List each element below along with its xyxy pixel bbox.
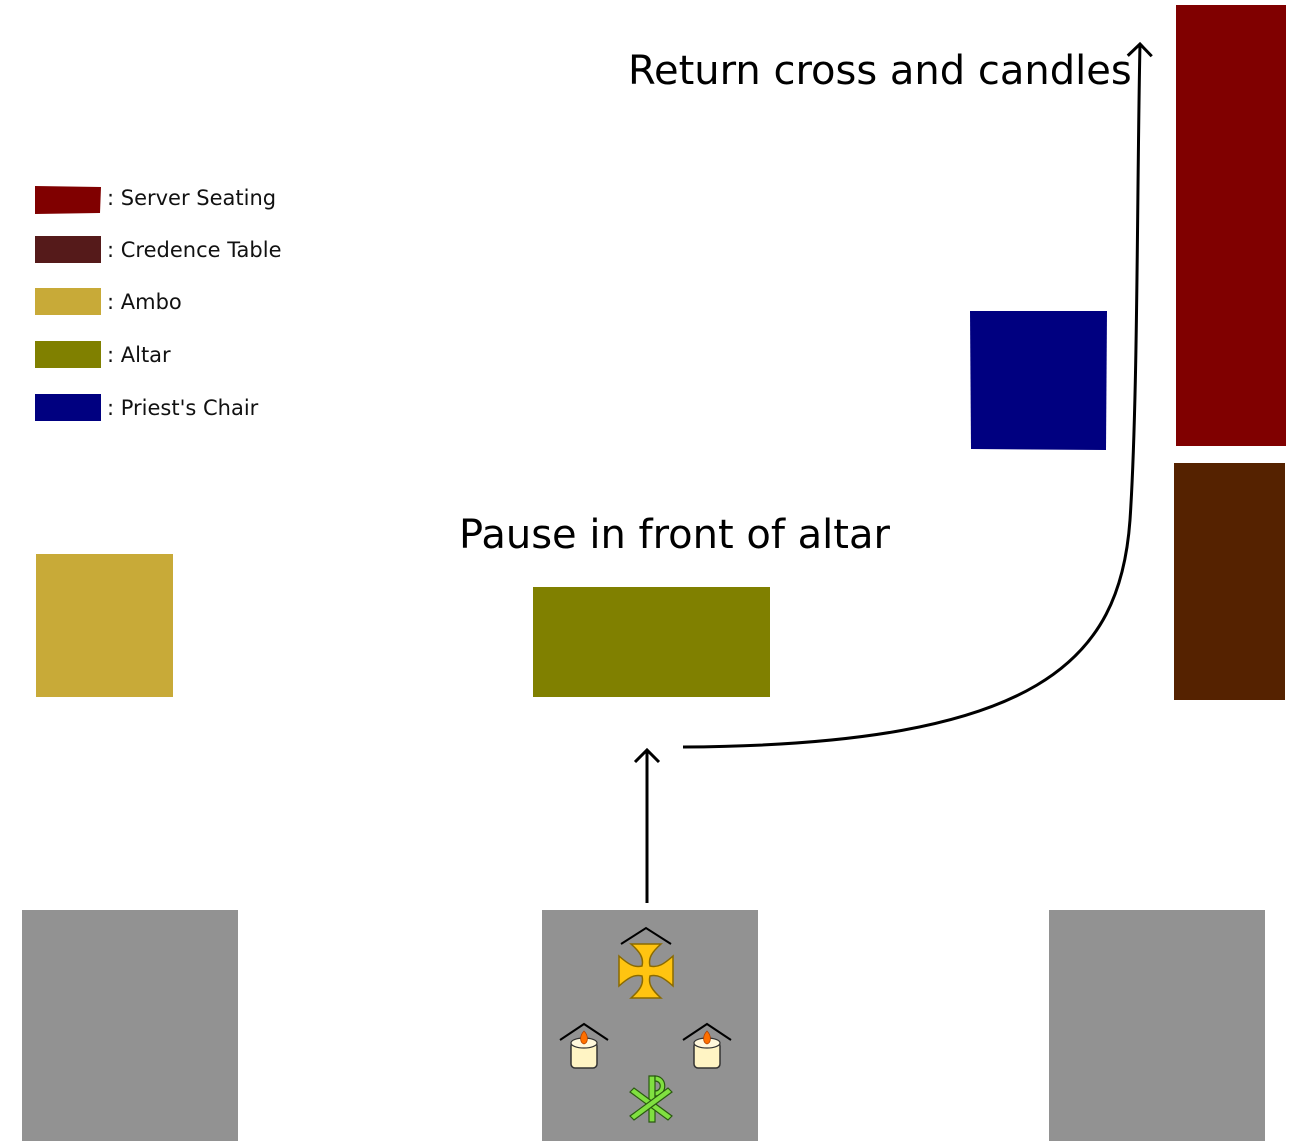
flame-left (580, 1030, 588, 1045)
legend-item-server-seating: : Server Seating (35, 186, 276, 214)
legend: : Server Seating : Credence Table : Ambo… (35, 186, 282, 421)
legend-swatch-credence-table (35, 236, 101, 263)
cross-shape (618, 943, 674, 999)
pew-left (22, 910, 238, 1141)
cross-bearer-chevron (620, 926, 672, 945)
altar (533, 587, 770, 697)
chi-rho-icon (629, 1075, 673, 1123)
legend-item-ambo: : Ambo (35, 288, 182, 315)
legend-label-ambo: : Ambo (107, 290, 182, 314)
chi-rho-x-2 (629, 1087, 673, 1121)
legend-label-server-seating: : Server Seating (107, 186, 276, 210)
legend-item-credence-table: : Credence Table (35, 236, 282, 263)
priests-chair (970, 311, 1107, 450)
legend-item-altar: : Altar (35, 341, 171, 368)
candle-icon (559, 1022, 609, 1069)
label-return-cross-and-candles: Return cross and candles (628, 48, 1132, 94)
legend-swatch-altar (35, 341, 101, 368)
flame-right (703, 1030, 711, 1045)
legend-swatch-priests-chair (35, 394, 101, 421)
legend-swatch-server-seating (35, 186, 101, 214)
processional-cross-icon (618, 926, 674, 999)
candle-icon (682, 1022, 732, 1069)
chi-rho-loop (654, 1075, 666, 1097)
candle-bearer-chevron-right (682, 1022, 732, 1041)
label-pause-in-front-of-altar: Pause in front of altar (459, 512, 890, 558)
candle-bearer-chevron-left (559, 1022, 609, 1041)
arrow-return-path (682, 41, 1153, 749)
legend-label-priests-chair: : Priest's Chair (107, 396, 259, 420)
server-seating (1176, 5, 1286, 446)
legend-item-priests-chair: : Priest's Chair (35, 394, 259, 421)
legend-label-credence-table: : Credence Table (107, 238, 282, 262)
pew-right (1049, 910, 1265, 1141)
ambo (36, 554, 173, 697)
legend-label-altar: : Altar (107, 343, 171, 367)
legend-swatch-ambo (35, 288, 101, 315)
credence-table (1174, 463, 1285, 700)
